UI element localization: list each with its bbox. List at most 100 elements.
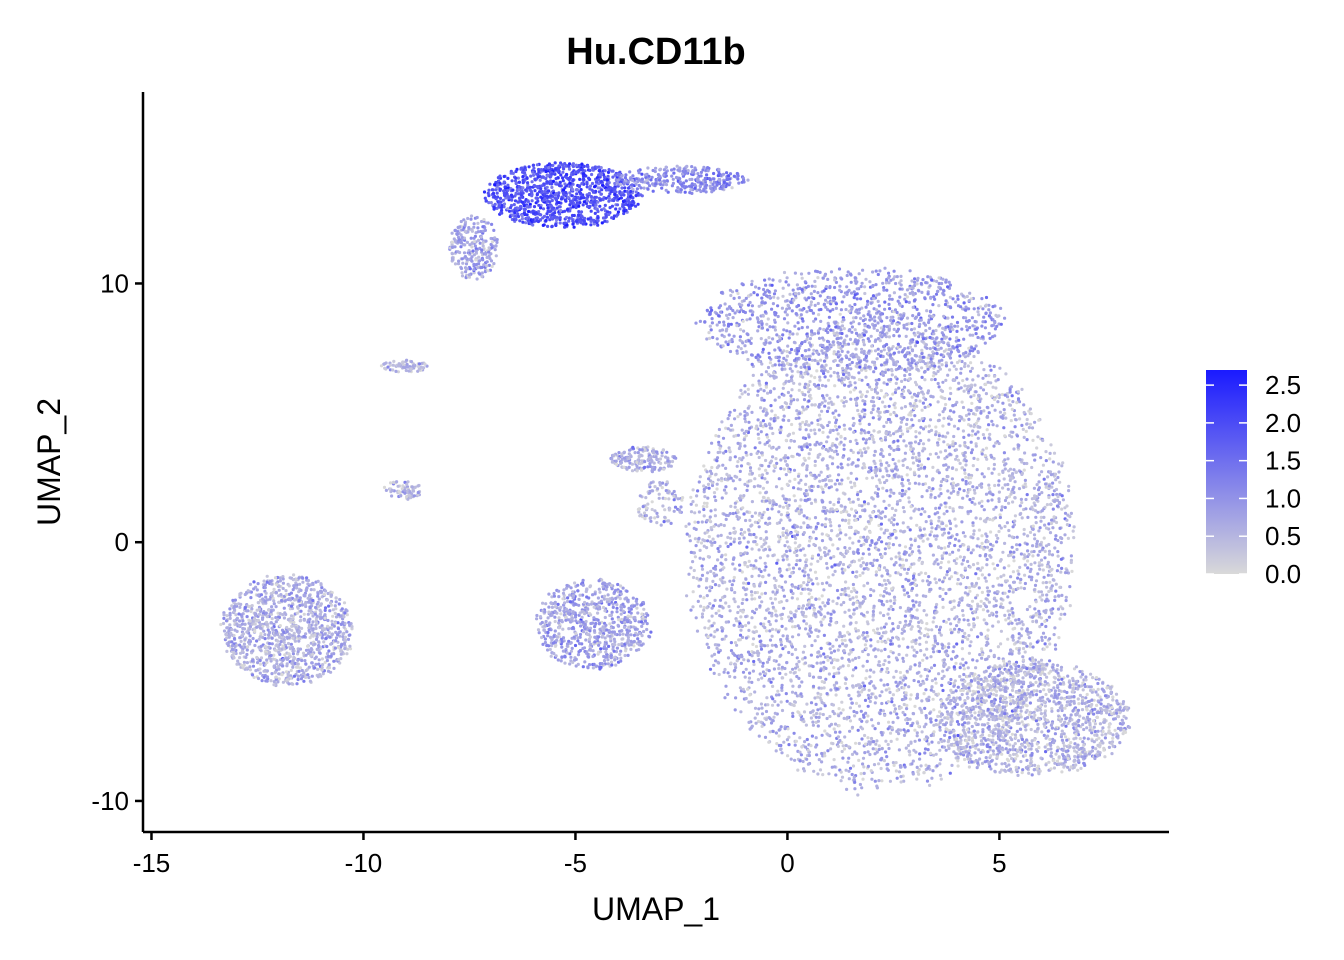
- cell-point: [982, 436, 987, 440]
- cell-point: [980, 566, 984, 570]
- cell-point: [840, 656, 844, 660]
- cell-point: [823, 550, 827, 555]
- cell-point: [945, 509, 949, 513]
- cell-point: [980, 647, 984, 651]
- cell-point: [684, 524, 688, 529]
- cell-point: [794, 691, 798, 695]
- cell-point: [935, 534, 939, 538]
- cell-point: [1003, 579, 1008, 583]
- cell-point: [804, 474, 809, 478]
- cell-point: [977, 713, 981, 717]
- cell-point: [820, 500, 825, 504]
- cell-point: [1003, 393, 1007, 397]
- cell-point: [880, 554, 884, 559]
- cell-point: [886, 578, 890, 583]
- cell-point: [1016, 397, 1021, 401]
- cell-point: [789, 399, 793, 403]
- cell-point: [837, 724, 841, 728]
- cell-point: [712, 621, 716, 625]
- cell-point: [753, 625, 757, 629]
- cell-point: [801, 759, 805, 764]
- cell-point: [794, 563, 798, 567]
- cell-point: [773, 699, 777, 704]
- cell-point: [747, 559, 751, 564]
- cell-point: [914, 600, 918, 604]
- cell-point: [792, 494, 796, 498]
- cell-point: [812, 713, 816, 717]
- cell-point: [826, 611, 830, 615]
- cell-point: [906, 645, 910, 649]
- cell-point: [828, 647, 832, 651]
- cell-point: [1015, 401, 1019, 405]
- cell-point: [888, 433, 893, 437]
- cell-point: [961, 609, 965, 613]
- cell-point: [994, 533, 999, 538]
- cell-point: [984, 643, 989, 647]
- cell-point: [932, 562, 936, 566]
- cell-point: [919, 708, 923, 712]
- cell-point: [980, 534, 984, 538]
- cell-point: [964, 661, 968, 665]
- cell-point: [913, 538, 917, 543]
- cell-point: [877, 548, 881, 552]
- cell-point: [751, 567, 755, 571]
- cell-point: [798, 422, 802, 426]
- cell-point: [945, 653, 949, 657]
- cell-point: [888, 536, 892, 540]
- cell-point: [705, 606, 709, 610]
- cell-point: [735, 475, 739, 479]
- cell-point: [805, 445, 809, 449]
- cell-point: [1041, 568, 1045, 572]
- cell-point: [753, 706, 758, 710]
- cell-point: [1056, 564, 1061, 568]
- cell-point: [941, 643, 945, 647]
- cell-point: [775, 590, 779, 594]
- cell-point: [877, 378, 881, 382]
- cell-point: [1036, 510, 1040, 514]
- cell-point: [912, 509, 916, 513]
- cell-point: [1025, 422, 1029, 426]
- cell-point: [1048, 451, 1052, 455]
- cell-point: [1027, 636, 1031, 640]
- cell-point: [927, 486, 931, 490]
- cell-point: [715, 482, 719, 486]
- cell-point: [937, 506, 942, 510]
- cell-point: [823, 604, 827, 608]
- cell-point: [975, 607, 979, 611]
- cell-point: [781, 558, 785, 562]
- cell-point: [793, 700, 797, 704]
- cell-point: [967, 765, 972, 769]
- cell-point: [905, 669, 909, 673]
- cell-point: [909, 665, 913, 669]
- cell-point: [724, 485, 728, 489]
- cell-point: [906, 606, 911, 610]
- cell-point: [988, 364, 992, 368]
- cell-point: [926, 389, 931, 393]
- cell-point: [839, 592, 843, 597]
- cell-point: [820, 383, 825, 388]
- cell-point: [849, 397, 853, 401]
- cell-point: [951, 550, 955, 554]
- cell-point: [697, 480, 701, 484]
- cell-point: [955, 582, 960, 586]
- cell-point: [700, 567, 705, 571]
- cell-point: [963, 591, 968, 595]
- cell-point: [854, 621, 858, 625]
- cell-point: [703, 495, 707, 499]
- cell-point: [890, 469, 895, 473]
- cell-point: [1018, 504, 1022, 508]
- cell-point: [944, 591, 948, 596]
- cell-point: [691, 590, 695, 594]
- cell-point: [1056, 550, 1060, 554]
- cell-point: [933, 677, 938, 681]
- cell-point: [1056, 495, 1060, 499]
- cell-point: [914, 430, 918, 434]
- cell-point: [934, 537, 938, 541]
- cell-point: [728, 674, 732, 679]
- cell-point: [875, 484, 879, 488]
- cell-point: [819, 441, 823, 445]
- cell-point: [810, 489, 814, 493]
- cell-point: [894, 375, 898, 379]
- cell-point: [819, 613, 823, 617]
- cell-point: [899, 765, 903, 769]
